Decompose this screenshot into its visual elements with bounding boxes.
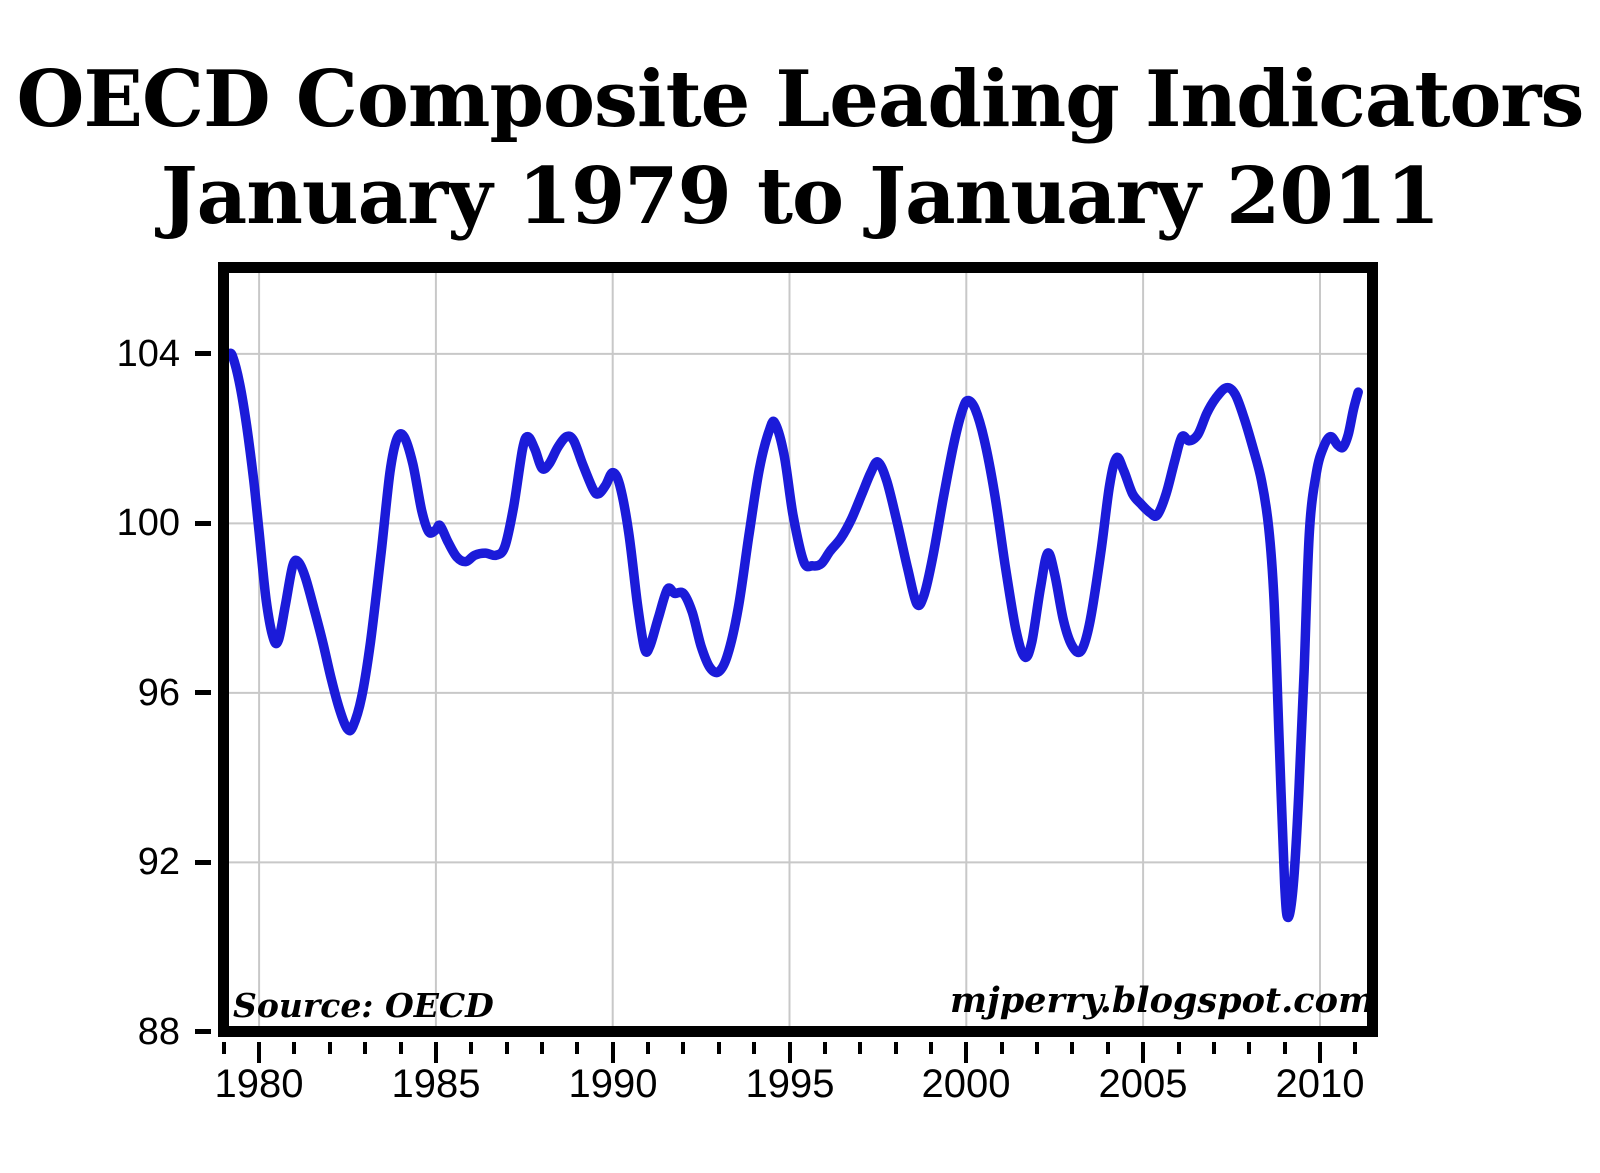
plot-area — [218, 262, 1378, 1037]
x-minor-tick — [363, 1042, 367, 1054]
x-major-tick — [257, 1042, 261, 1063]
x-major-tick — [434, 1042, 438, 1063]
x-minor-tick — [328, 1042, 332, 1054]
x-minor-tick — [540, 1042, 544, 1054]
x-minor-tick — [399, 1042, 403, 1054]
x-major-tick — [1318, 1042, 1322, 1063]
y-tick-label: 92 — [137, 841, 180, 883]
y-tick-dash — [195, 521, 211, 526]
chart-title-line2: January 1979 to January 2011 — [160, 150, 1441, 242]
chart-title: OECD Composite Leading Indicators Januar… — [0, 52, 1600, 245]
x-tick-label: 2010 — [1275, 1062, 1365, 1106]
x-minor-tick — [1106, 1042, 1110, 1054]
x-minor-tick — [894, 1042, 898, 1054]
source-note: Source: OECD — [233, 986, 494, 1025]
chart-title-line1: OECD Composite Leading Indicators — [16, 54, 1585, 145]
x-minor-tick — [1000, 1042, 1004, 1054]
x-tick-label: 1980 — [214, 1062, 304, 1106]
x-major-tick — [611, 1042, 615, 1063]
y-tick-label: 104 — [116, 333, 180, 375]
gridlines — [229, 273, 1367, 1026]
x-tick-label: 1990 — [568, 1062, 658, 1106]
x-minor-tick — [1035, 1042, 1039, 1054]
x-minor-tick — [681, 1042, 685, 1054]
x-major-tick — [964, 1042, 968, 1063]
x-minor-tick — [1283, 1042, 1287, 1054]
y-tick-label: 100 — [116, 502, 180, 544]
x-minor-tick — [292, 1042, 296, 1054]
x-minor-tick — [222, 1042, 226, 1054]
x-minor-tick — [1177, 1042, 1181, 1054]
credit-note: mjperry.blogspot.com — [950, 980, 1375, 1021]
x-minor-tick — [469, 1042, 473, 1054]
x-minor-tick — [929, 1042, 933, 1054]
x-tick-label: 2005 — [1098, 1062, 1188, 1106]
x-minor-tick — [858, 1042, 862, 1054]
x-minor-tick — [1353, 1042, 1357, 1054]
cli-line-series — [229, 348, 1363, 923]
y-tick-label: 88 — [137, 1011, 180, 1053]
y-tick-label: 96 — [137, 672, 180, 714]
x-minor-tick — [823, 1042, 827, 1054]
y-tick-dash — [195, 351, 211, 356]
y-tick-dash — [195, 860, 211, 865]
x-major-tick — [788, 1042, 792, 1063]
line-chart-svg — [229, 273, 1367, 1026]
x-minor-tick — [1212, 1042, 1216, 1054]
x-minor-tick — [575, 1042, 579, 1054]
x-minor-tick — [505, 1042, 509, 1054]
y-tick-dash — [195, 1029, 211, 1034]
x-minor-tick — [1070, 1042, 1074, 1054]
x-minor-tick — [646, 1042, 650, 1054]
x-tick-label: 2000 — [921, 1062, 1011, 1106]
x-tick-label: 1995 — [745, 1062, 835, 1106]
y-tick-dash — [195, 690, 211, 695]
x-minor-tick — [1247, 1042, 1251, 1054]
x-major-tick — [1141, 1042, 1145, 1063]
x-tick-label: 1985 — [391, 1062, 481, 1106]
x-minor-tick — [717, 1042, 721, 1054]
x-minor-tick — [752, 1042, 756, 1054]
